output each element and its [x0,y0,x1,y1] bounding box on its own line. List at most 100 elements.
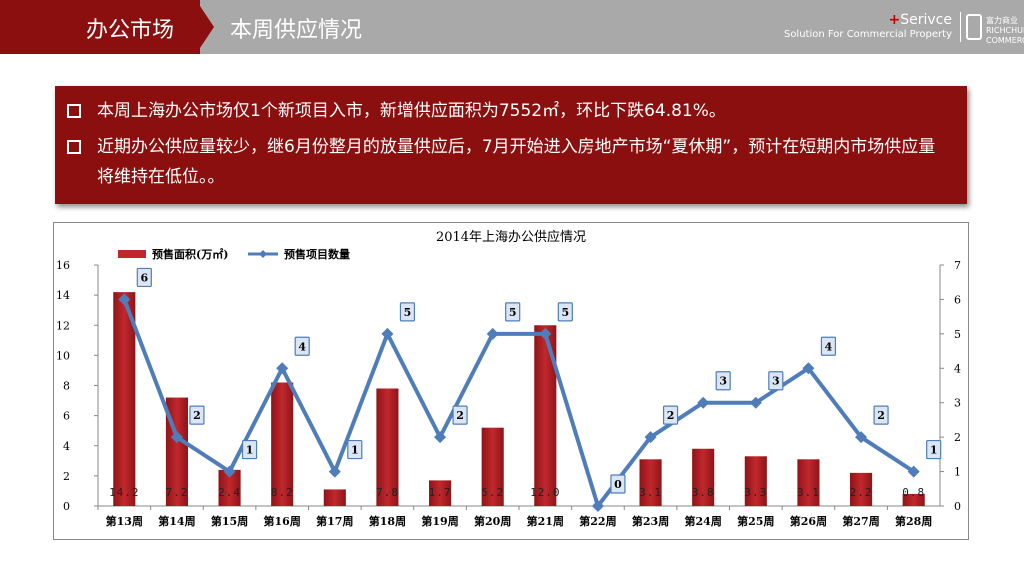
logo-line-3: COMMERCE [986,36,1024,45]
y-right-tick-label: 3 [954,397,961,410]
y-left-tick-label: 6 [63,410,70,423]
line-label-box [820,336,837,356]
section-tab[interactable] [0,0,200,54]
legend-line-marker [259,250,267,258]
x-tick-label: 第22周 [579,514,616,528]
line-point [855,431,868,444]
line-point [434,431,447,444]
line-data-label: 5 [561,306,569,319]
summary-panel: 本周上海办公市场仅1个新项目入市，新增供应面积为7552㎡，环比下跌64.81%… [55,86,967,204]
bar [481,427,504,506]
line-point [591,500,604,512]
line-point [170,431,183,444]
logo-line-2: RICHCHUK [986,26,1024,35]
y-right-tick-label: 6 [954,293,961,306]
bar [534,325,557,506]
bar-data-label: 7.8 [376,486,399,499]
x-tick-label: 第17周 [316,514,353,528]
y-left-tick-label: 0 [63,500,70,513]
header-bar: 办公市场 本周供应情况 +Serivce Solution For Commer… [0,0,1024,54]
line-data-label: 2 [877,409,885,422]
line-data-label: 3 [719,375,727,388]
supply-chart: 2014年上海办公供应情况 预售面积(万㎡) 预售项目数量 0 2 4 6 8 10 12 14 16… [53,222,969,540]
y-left-tick-label: 10 [56,349,70,362]
line-point [381,327,394,340]
x-tick-label: 第23周 [632,514,669,528]
line-data-label: 2 [193,409,201,422]
logo-text: 富力商业 RICHCHUK COMMERCE [986,16,1024,46]
line-data-label: 2 [456,409,464,422]
bullet-square-icon [67,140,81,154]
line-label-box [557,302,573,322]
y-right-tick-label: 1 [954,466,961,479]
line-label-box [294,336,310,356]
line-label-box [452,405,468,425]
line-point [276,362,289,375]
line-data-label: 5 [509,306,517,319]
x-tick-label: 第19周 [421,514,458,528]
line-label-box [505,302,521,322]
x-tick-label: 第24周 [685,514,722,528]
legend-line-label: 预售项目数量 [284,247,350,261]
bar [850,472,873,506]
line-label-box [399,302,416,322]
bar [902,493,925,506]
bar [323,489,346,506]
y-left-tick-label: 8 [63,380,70,393]
summary-text-2: 近期办公供应量较少，继6月份整月的放量供应后，7月开始进入房地产市场“夏休期”，… [97,137,936,187]
x-tick-label: 第20周 [474,514,511,528]
section-chevron [196,0,214,54]
line-label-box [241,439,258,460]
logo-mark-icon [966,14,982,40]
line-label-box [610,474,626,494]
line-data-label: 4 [298,340,306,353]
y-left-tick-label: 16 [56,259,70,272]
line-point [328,465,341,478]
x-tick-label: 第18周 [369,514,406,528]
line-label-box [715,371,731,391]
bar [639,459,662,506]
line-data-label: 1 [351,444,359,457]
line-data-label: 1 [930,444,938,457]
y-left-tick-label: 4 [63,440,70,453]
line-label-box [768,371,784,391]
bar-data-label: 3.1 [639,486,662,499]
bar-data-label: 1.7 [429,486,452,499]
bar-data-label: 3.1 [797,486,820,499]
line-point [539,327,552,340]
x-tick-label: 第26周 [790,514,827,528]
y-right-tick-label: 0 [954,500,961,513]
x-tick-label: 第21周 [527,514,564,528]
bar [797,459,820,506]
line-point [907,465,920,478]
x-tick-label: 第25周 [737,514,774,528]
bar [113,292,136,506]
bar-data-label: 8.2 [271,486,294,499]
bar [376,388,399,506]
legend-bar-label: 预售面积(万㎡) [152,247,228,261]
line-label-box [189,405,205,425]
bar-data-label: 3.8 [692,486,715,499]
line-data-label: 6 [140,271,148,284]
line-label-box [873,405,889,425]
x-tick-label: 第28周 [895,514,932,528]
line-point [697,396,710,409]
bar [218,469,241,506]
logo-separator [960,12,961,42]
bar [744,456,767,506]
line-point [486,327,499,340]
line-data-label: 0 [614,478,622,491]
section-title[interactable]: 办公市场 [86,18,175,43]
line-label-box [136,267,152,288]
line-point [644,431,657,444]
chart-title: 2014年上海办公供应情况 [436,229,586,245]
bar-data-label: 7.2 [166,486,189,499]
line-label-box [662,405,679,425]
company-logo: 富力商业 RICHCHUK COMMERCE [960,10,1024,45]
y-right-tick-label: 2 [954,431,961,444]
summary-text-1: 本周上海办公市场仅1个新项目入市，新增供应面积为7552㎡，环比下跌64.81%… [97,101,726,121]
line-point [802,362,815,375]
bar [271,382,294,506]
y-right-tick-label: 7 [954,259,961,272]
